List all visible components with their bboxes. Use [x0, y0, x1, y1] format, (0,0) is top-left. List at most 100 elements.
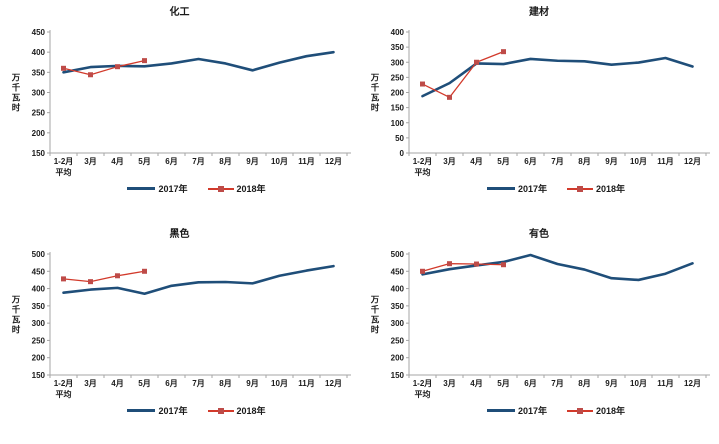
- x-tick-label: 4月: [111, 379, 123, 388]
- y-tick-label: 400: [391, 28, 405, 37]
- y-tick-label: 250: [32, 336, 46, 345]
- y-tick-label: 0: [400, 149, 405, 158]
- legend-item-2017: 2017年: [127, 182, 188, 195]
- data-point-marker: [61, 276, 66, 282]
- y-tick-label: 450: [391, 267, 405, 276]
- x-tick-label: 8月: [578, 379, 590, 388]
- y-tick-label: 200: [32, 129, 46, 138]
- x-tick-label: 11月: [657, 379, 673, 388]
- data-point-marker: [474, 261, 479, 267]
- x-tick-label: 5月: [138, 157, 150, 166]
- legend-label-2018: 2018年: [596, 406, 626, 416]
- data-point-marker: [115, 273, 120, 279]
- series-line-2017年: [62, 50, 335, 74]
- x-tick-label: 7月: [192, 157, 204, 166]
- x-tick-label-line2: 平均: [415, 167, 431, 177]
- x-tick-label: 3月: [84, 379, 96, 388]
- legend-label-2017: 2017年: [158, 184, 188, 194]
- series-line-2018年: [421, 51, 505, 98]
- legend-line-2017-swatch: [486, 187, 515, 190]
- data-point-marker: [61, 65, 66, 71]
- y-tick-label: 300: [32, 89, 46, 98]
- y-tick-label: 100: [391, 119, 405, 128]
- y-tick-label: 200: [391, 354, 405, 363]
- x-tick-label: 9月: [246, 157, 258, 166]
- data-point-marker: [88, 279, 93, 285]
- x-tick-label: 11月: [657, 157, 673, 166]
- y-tick-label: 250: [391, 73, 405, 82]
- legend-line-2018-swatch: [567, 407, 593, 414]
- series-line-2018年: [62, 270, 146, 283]
- y-axis-title: 万千瓦时: [370, 295, 380, 335]
- legend-label-2017: 2017年: [517, 184, 547, 194]
- x-tick-label: 9月: [246, 379, 258, 388]
- y-tick-label: 200: [391, 89, 405, 98]
- x-tick-label: 10月: [630, 157, 647, 166]
- data-point-marker: [142, 268, 147, 274]
- x-tick-label-line2: 平均: [415, 389, 431, 399]
- data-point-marker: [447, 94, 452, 100]
- x-tick-label: 1-2月: [54, 379, 74, 388]
- legend-label-2018: 2018年: [236, 184, 266, 194]
- y-tick-label: 350: [391, 43, 405, 52]
- legend-line-2018-swatch: [207, 407, 234, 414]
- chart-legend: 2017年 2018年: [359, 404, 719, 417]
- data-point-marker: [88, 72, 93, 78]
- legend-item-2017: 2017年: [486, 182, 547, 195]
- legend-line-2017-swatch: [486, 409, 515, 412]
- x-tick-label: 7月: [551, 157, 563, 166]
- x-tick-label: 5月: [138, 379, 150, 388]
- x-tick-label: 4月: [470, 379, 482, 388]
- x-tick-label: 5月: [497, 379, 509, 388]
- data-point-marker: [447, 261, 452, 267]
- data-point-marker: [142, 58, 147, 64]
- data-point-marker: [420, 81, 425, 87]
- x-tick-label: 3月: [443, 157, 455, 166]
- y-tick-label: 50: [395, 134, 404, 143]
- series-line-2017年: [421, 253, 694, 282]
- x-tick-label: 8月: [578, 157, 590, 166]
- legend-label-2018: 2018年: [236, 406, 266, 416]
- x-tick-label-line2: 平均: [56, 167, 72, 177]
- chart-legend: 2017年 2018年: [0, 182, 359, 195]
- legend-item-2018: 2018年: [207, 182, 266, 195]
- chart-title: 黑色: [169, 229, 190, 240]
- x-tick-label: 1-2月: [54, 157, 74, 166]
- legend-line-2018-swatch: [567, 185, 593, 192]
- x-tick-label: 12月: [325, 157, 342, 166]
- x-tick-label: 10月: [271, 379, 288, 388]
- x-tick-label: 3月: [443, 379, 455, 388]
- series-line-2017年: [62, 264, 335, 296]
- legend-square-marker-icon: [577, 407, 583, 414]
- legend-label-2018: 2018年: [596, 184, 626, 194]
- legend-square-marker-icon: [217, 185, 224, 192]
- y-tick-label: 350: [391, 302, 405, 311]
- chart-panel-ferrous: 黑色 150 200 250 300 350 400 450 500 1-2月 平均 3月 4月 5月 6…: [0, 222, 359, 444]
- x-tick-label: 3月: [84, 157, 96, 166]
- y-tick-label: 250: [32, 109, 46, 118]
- data-point-marker: [115, 64, 120, 70]
- x-tick-label: 7月: [551, 379, 563, 388]
- legend-square-marker-icon: [217, 407, 224, 414]
- y-tick-label: 450: [32, 267, 46, 276]
- x-tick-label: 10月: [630, 379, 647, 388]
- x-tick-label: 4月: [111, 157, 123, 166]
- x-tick-label: 7月: [192, 379, 204, 388]
- series-line-2018年: [421, 263, 505, 272]
- x-tick-label: 1-2月: [413, 157, 433, 166]
- x-tick-label: 12月: [325, 379, 342, 388]
- series-line-2017年: [421, 56, 694, 98]
- x-tick-label: 6月: [524, 379, 536, 388]
- legend-square-marker-icon: [577, 185, 583, 192]
- y-tick-label: 150: [391, 371, 405, 380]
- y-tick-label: 350: [32, 68, 46, 77]
- x-tick-label: 11月: [298, 157, 314, 166]
- x-tick-label: 5月: [497, 157, 509, 166]
- y-axis-title: 万千瓦时: [11, 295, 21, 335]
- chart-panel-chemical: 化工 150 200 250 300 350 400 450 1-2月 平均 3月 4月 5月 6月 7月…: [0, 0, 359, 222]
